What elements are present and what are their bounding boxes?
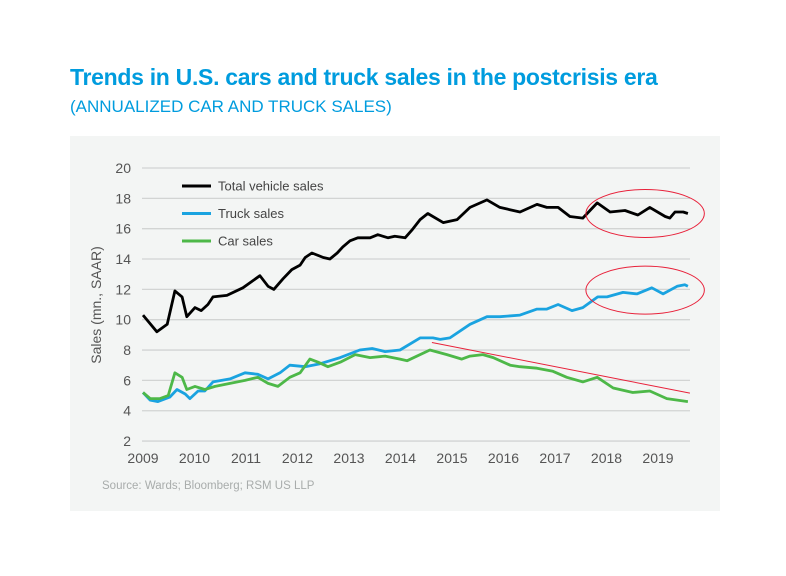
y-tick-label: 20: [115, 160, 131, 176]
x-tick-label: 2015: [436, 450, 467, 466]
highlight-ellipse: [585, 189, 705, 238]
x-tick-label: 2012: [282, 450, 313, 466]
series-line-car-sales: [142, 348, 689, 403]
x-tick-label: 2011: [231, 450, 261, 466]
x-tick-label: 2014: [385, 450, 416, 466]
x-tick-label: 2019: [642, 450, 673, 466]
y-tick-label: 2: [123, 433, 131, 449]
x-tick-label: 2018: [591, 450, 622, 466]
source-note: Source: Wards; Bloomberg; RSM US LLP: [102, 480, 315, 492]
y-tick-label: 10: [115, 312, 131, 328]
x-tick-label: 2010: [179, 450, 210, 466]
y-tick-label: 14: [115, 251, 131, 267]
y-tick-label: 8: [123, 342, 131, 358]
y-tick-label: 6: [123, 372, 131, 388]
y-tick-label: 4: [123, 403, 131, 419]
y-tick-label: 18: [115, 190, 131, 206]
legend-label: Total vehicle sales: [218, 179, 324, 194]
y-tick-label: 12: [115, 281, 131, 297]
x-tick-label: 2013: [333, 450, 364, 466]
chart-subtitle: (ANNUALIZED CAR AND TRUCK SALES): [70, 97, 392, 116]
x-tick-label: 2017: [539, 450, 570, 466]
x-tick-label: 2016: [488, 450, 519, 466]
y-axis-label: Sales (mn., SAAR): [88, 246, 104, 363]
series-line-total-vehicle-sales: [141, 198, 689, 334]
series-line-truck-sales: [141, 283, 689, 403]
highlight-ellipse: [585, 265, 705, 315]
legend-label: Car sales: [218, 234, 273, 249]
chart-title: Trends in U.S. cars and truck sales in t…: [70, 64, 658, 90]
x-tick-label: 2009: [127, 450, 158, 466]
y-tick-label: 16: [115, 221, 131, 237]
legend-label: Truck sales: [218, 206, 284, 221]
trend-line: [431, 341, 691, 394]
